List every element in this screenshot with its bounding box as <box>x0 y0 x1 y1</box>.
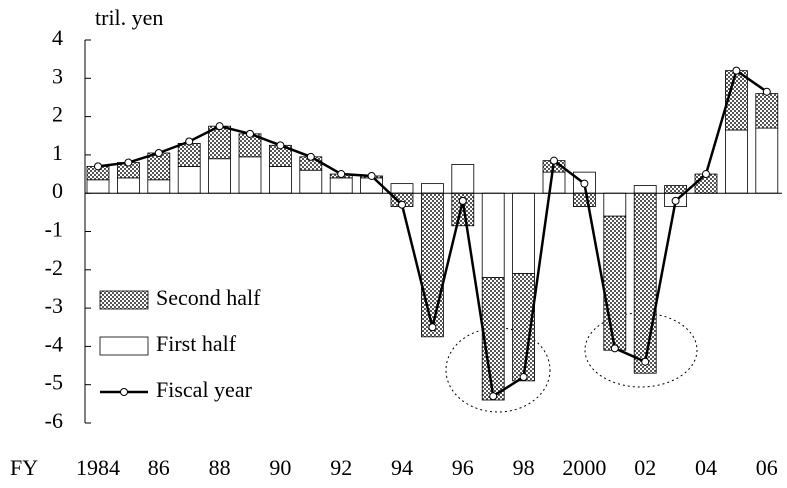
legend-label: Second half <box>156 285 261 310</box>
line-point <box>337 170 346 179</box>
x-tick-label: 02 <box>634 455 656 480</box>
x-axis-label: FY <box>10 455 38 480</box>
y-tick-label: 3 <box>52 63 63 88</box>
x-tick-label: 94 <box>391 455 413 480</box>
bar <box>147 179 171 194</box>
bar <box>208 158 232 194</box>
line-point <box>671 196 680 205</box>
legend-marker <box>120 388 128 396</box>
bar <box>542 171 566 194</box>
y-tick-label: -4 <box>45 331 63 356</box>
line-point <box>367 171 376 180</box>
line-point <box>641 357 650 366</box>
bar <box>147 152 171 181</box>
line-point <box>550 156 558 165</box>
x-tick-label: 90 <box>269 455 291 480</box>
line-point <box>398 200 406 209</box>
y-tick-label: -3 <box>45 293 63 318</box>
y-tick-label: 4 <box>52 25 63 50</box>
y-tick-label: -2 <box>45 255 63 280</box>
line-point <box>215 122 224 131</box>
x-tick-label: 92 <box>330 455 352 480</box>
legend-label: First half <box>156 331 237 356</box>
y-tick-label: -6 <box>45 408 63 433</box>
line-point <box>762 87 771 96</box>
bar <box>755 127 779 194</box>
legend-swatch <box>99 336 149 356</box>
bar <box>420 183 444 194</box>
line-point <box>185 137 194 146</box>
legend-label: Fiscal year <box>156 377 253 402</box>
x-tick-label: 04 <box>695 455 717 480</box>
bar <box>360 177 384 194</box>
bar <box>603 192 627 217</box>
bar <box>603 215 627 351</box>
y-tick-label: 1 <box>52 140 63 165</box>
y-tick-label: -5 <box>45 370 63 395</box>
bar <box>633 185 657 194</box>
bar <box>481 192 505 278</box>
line-point <box>702 170 710 179</box>
bar <box>573 192 596 208</box>
x-tick-label: 96 <box>452 455 474 480</box>
line-point <box>124 158 133 167</box>
bar <box>390 183 414 194</box>
bar <box>420 192 444 338</box>
bar <box>299 169 323 194</box>
line-point <box>580 179 589 188</box>
bar <box>725 129 748 194</box>
line-point <box>489 392 498 401</box>
line-point <box>94 162 102 171</box>
bar <box>238 156 262 194</box>
y-tick-label: 2 <box>52 102 63 127</box>
bar <box>268 165 292 194</box>
y-axis-label: tril. yen <box>95 5 163 30</box>
line-point <box>458 196 467 205</box>
x-tick-label: 2000 <box>562 455 606 480</box>
bar <box>86 179 110 194</box>
line-point <box>428 323 437 332</box>
line-point <box>610 344 619 353</box>
line-point <box>519 373 528 382</box>
y-tick-label: -1 <box>45 217 63 242</box>
bar <box>664 185 687 194</box>
x-tick-label: 88 <box>209 455 231 480</box>
bar <box>451 164 475 194</box>
bar <box>177 143 201 167</box>
line-point <box>154 148 163 157</box>
x-tick-label: 86 <box>148 455 170 480</box>
x-tick-label: 06 <box>756 455 778 480</box>
line-point <box>276 141 285 150</box>
bar <box>329 177 353 194</box>
y-tick-label: 0 <box>52 178 63 203</box>
x-tick-label: 98 <box>513 455 535 480</box>
bar <box>117 177 140 194</box>
bar <box>755 93 779 129</box>
bar <box>633 192 657 374</box>
bar <box>512 192 535 275</box>
line-point <box>306 152 315 161</box>
line-point <box>732 66 741 75</box>
line-point <box>246 129 254 138</box>
x-tick-label: 1984 <box>76 455 120 480</box>
bar <box>177 165 201 194</box>
legend-swatch <box>99 290 149 310</box>
